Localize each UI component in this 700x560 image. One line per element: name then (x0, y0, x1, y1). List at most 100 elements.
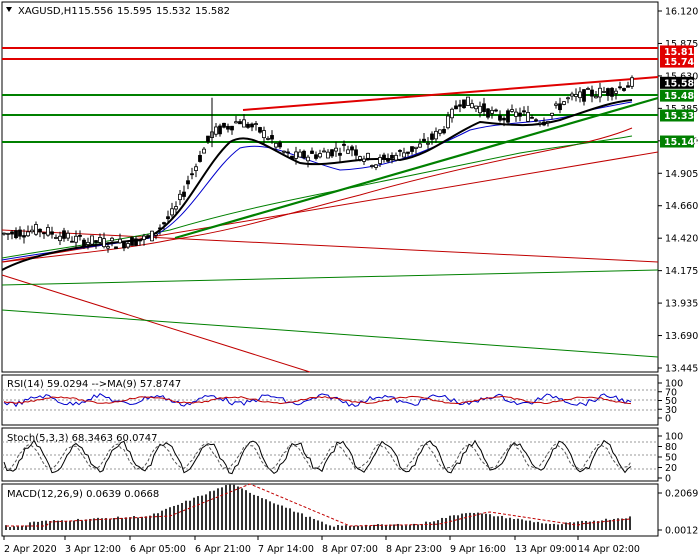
price-tag-box (660, 55, 694, 68)
macd-bar (557, 524, 559, 530)
stoch-title: Stoch(5,3,3) 68.3463 60.0747 (7, 433, 158, 444)
rsi-panel: RSI(14) 59.0294 -->MA(9) 57.8747 1007050… (1, 374, 683, 426)
indicator-y-tick-label: 0 (665, 474, 671, 485)
candle (42, 232, 46, 239)
macd-bar (113, 518, 115, 530)
candle (506, 108, 510, 125)
macd-bar (553, 523, 555, 530)
macd-bar (85, 519, 87, 530)
macd-bar (329, 525, 331, 530)
candle (226, 123, 230, 133)
candle (102, 232, 106, 249)
candle (338, 147, 342, 162)
candle (154, 233, 158, 240)
candle (526, 105, 530, 123)
candle (538, 121, 542, 127)
macd-bar (425, 521, 427, 530)
macd-bar (333, 526, 335, 530)
x-tick-label: 14 Apr 02:00 (578, 544, 640, 555)
macd-bar (297, 512, 299, 530)
macd-bar (537, 521, 539, 530)
candle (30, 225, 34, 234)
candle (98, 233, 102, 246)
macd-bar (221, 487, 223, 530)
candle (618, 81, 622, 90)
macd-bar (517, 518, 519, 530)
candle (234, 115, 238, 124)
macd-bar (357, 525, 359, 530)
candle (454, 100, 458, 110)
indicator-y-tick-label: 0.2069 (665, 489, 698, 500)
price-y-tick-label: 13.445 (665, 364, 698, 375)
price-y-tick-label: 14.420 (665, 234, 698, 245)
macd-bar (57, 520, 59, 530)
macd-bar (173, 505, 175, 530)
ohlc-low: 15.532 (156, 6, 191, 17)
macd-bar (385, 525, 387, 530)
macd-bar (373, 524, 375, 530)
time-x-axis: 2 Apr 2020 3 Apr 12:00 6 Apr 05:00 6 Apr 21… (3, 536, 640, 555)
candle (126, 241, 130, 250)
macd-bar (625, 518, 627, 530)
macd-panel: MACD(12,26,9) 0.0639 0.0668 0.2069 0.0012 (1, 483, 698, 537)
candle (382, 152, 386, 163)
candle (58, 231, 62, 245)
candle (622, 87, 626, 92)
macd-bar (417, 524, 419, 530)
macd-bar (309, 516, 311, 530)
macd-bar (249, 492, 251, 530)
candle (122, 240, 126, 252)
macd-bar (393, 524, 395, 530)
indicator-y-tick-label: 100 (665, 379, 683, 390)
macd-bar (157, 513, 159, 530)
candle (398, 149, 402, 157)
macd-bar (321, 521, 323, 530)
candle (434, 127, 438, 143)
macd-bar (21, 526, 23, 530)
macd-bar (145, 516, 147, 530)
candle (6, 232, 10, 240)
candle (282, 150, 286, 154)
candle (502, 116, 506, 127)
macd-bar (445, 518, 447, 530)
price-tag-box (660, 76, 694, 89)
macd-bar (177, 504, 179, 530)
candle (314, 151, 318, 161)
candle (18, 226, 22, 240)
macd-bar (521, 519, 523, 530)
x-tick-label: 9 Apr 16:00 (450, 544, 506, 555)
candle (630, 75, 634, 90)
rsi-ma-line (3, 395, 632, 405)
candle (290, 155, 294, 160)
candle (190, 167, 194, 180)
macd-bar (41, 520, 43, 530)
candle (22, 229, 26, 244)
candle (82, 237, 86, 249)
macd-bar (109, 518, 111, 530)
price-y-tick-label: 14.175 (665, 266, 698, 277)
macd-bar (361, 526, 363, 530)
price-y-tick-label: 13.935 (665, 299, 698, 310)
macd-bar (281, 505, 283, 530)
macd-bar (505, 518, 507, 530)
channel-line-middle-red (1, 229, 659, 263)
candle (494, 108, 498, 113)
trendline-resistance (242, 76, 659, 111)
price-y-tick-label: 15.385 (665, 104, 698, 115)
candle (446, 111, 450, 130)
candle (138, 239, 142, 246)
macd-bar (597, 521, 599, 530)
macd-bar (261, 498, 263, 530)
price-panel-frame (1, 1, 659, 373)
indicator-y-tick-label: 0.0012 (665, 526, 698, 537)
candle (246, 121, 250, 129)
candle (134, 236, 138, 247)
macd-bar (325, 524, 327, 530)
collapse-triangle-icon[interactable] (6, 7, 12, 12)
macd-bar (305, 516, 307, 530)
macd-bar (489, 514, 491, 530)
macd-bar (497, 516, 499, 530)
candle (378, 154, 382, 167)
